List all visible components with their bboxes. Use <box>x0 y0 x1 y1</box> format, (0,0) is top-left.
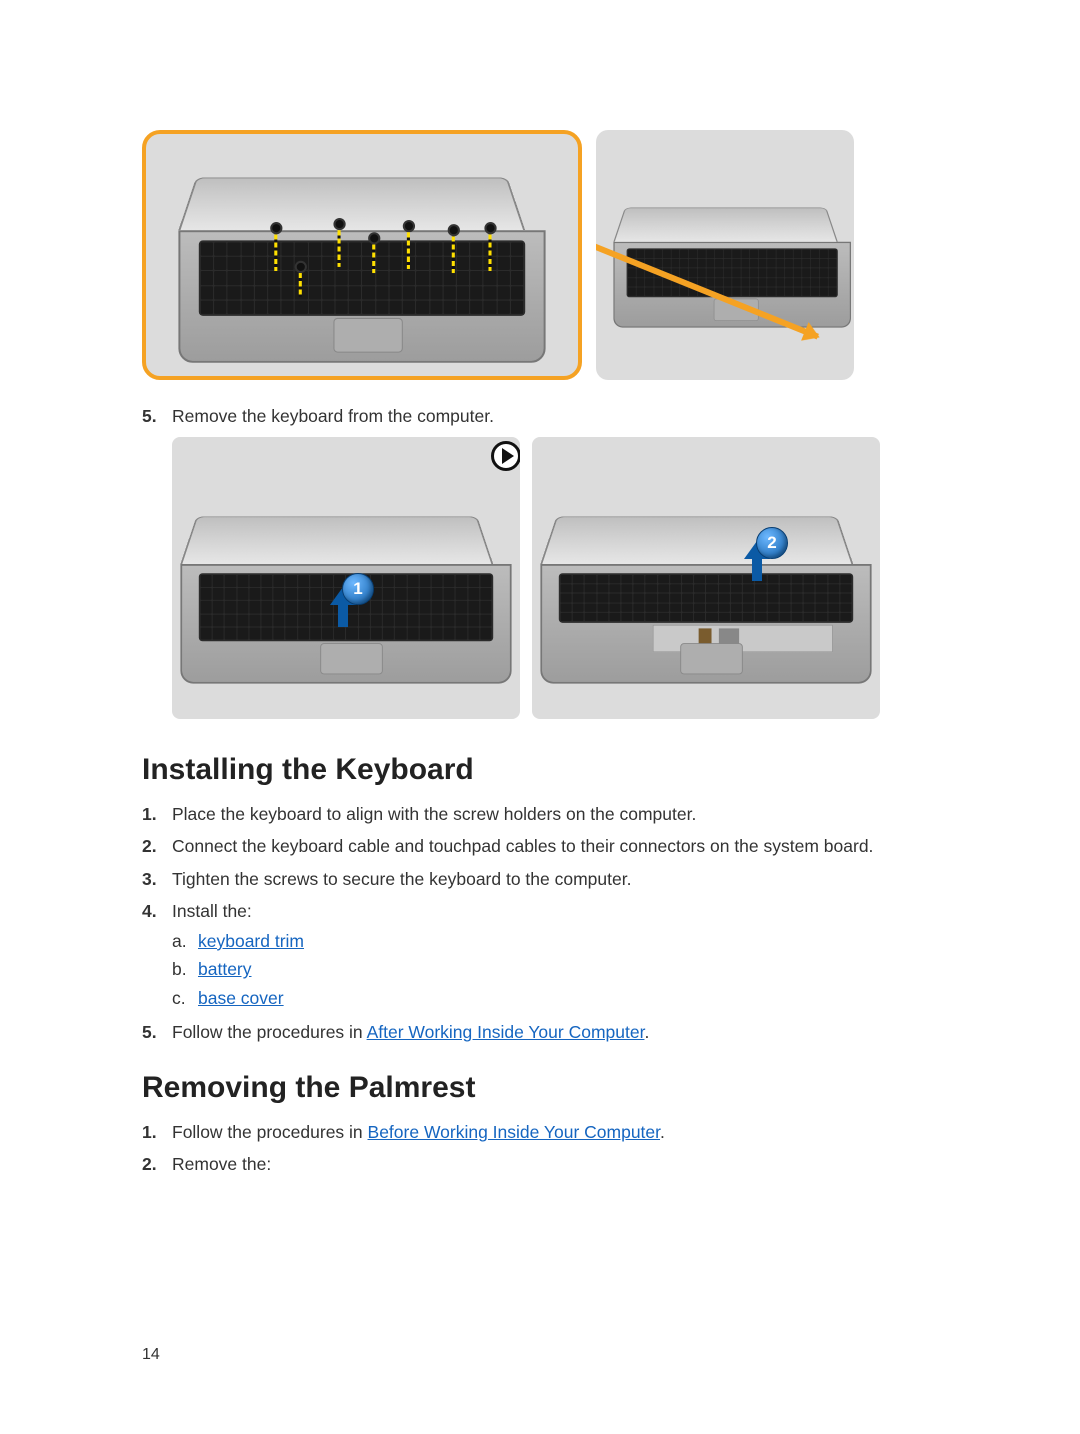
page-number: 14 <box>142 1346 160 1364</box>
step-5: 5. Remove the keyboard from the computer… <box>142 406 960 427</box>
figure-remove-step2: 2 <box>532 437 880 719</box>
list-number: 2. <box>142 833 172 859</box>
heading-removing-palmrest: Removing the Palmrest <box>142 1071 960 1105</box>
callout-1: 1 <box>342 573 374 605</box>
list-number: 4. <box>142 898 172 1013</box>
step-text: Follow the procedures in After Working I… <box>172 1019 649 1045</box>
heading-installing-keyboard: Installing the Keyboard <box>142 753 960 787</box>
sublist-item: c. base cover <box>172 985 960 1011</box>
list-number: 1. <box>142 1119 172 1145</box>
link-base-cover[interactable]: base cover <box>198 985 284 1011</box>
step-text: Tighten the screws to secure the keyboar… <box>172 866 631 892</box>
figure-remove-step1: 1 <box>172 437 520 719</box>
list-item: 3. Tighten the screws to secure the keyb… <box>142 866 960 892</box>
link-battery[interactable]: battery <box>198 956 252 982</box>
step-text: Connect the keyboard cable and touchpad … <box>172 833 873 859</box>
list-item: 2. Remove the: <box>142 1151 960 1177</box>
step-text: Install the: <box>172 901 252 921</box>
step-text: Remove the keyboard from the computer. <box>172 406 494 427</box>
install-sublist: a. keyboard trim b. battery c. base cove… <box>172 928 960 1011</box>
figure-keyboard-screws <box>142 130 582 380</box>
figure-row-remove: 1 <box>172 437 960 719</box>
keyboard-graphic <box>199 240 525 315</box>
sublist-letter: a. <box>172 928 198 954</box>
list-item: 1. Place the keyboard to align with the … <box>142 801 960 827</box>
callout-2: 2 <box>756 527 788 559</box>
list-item: 4. Install the: a. keyboard trim b. batt… <box>142 898 960 1013</box>
link-after-working[interactable]: After Working Inside Your Computer <box>367 1022 645 1042</box>
list-number: 2. <box>142 1151 172 1177</box>
text-fragment: Follow the procedures in <box>172 1022 367 1042</box>
sublist-item: a. keyboard trim <box>172 928 960 954</box>
list-item: 2. Connect the keyboard cable and touchp… <box>142 833 960 859</box>
list-item: 5. Follow the procedures in After Workin… <box>142 1019 960 1045</box>
step-text: Place the keyboard to align with the scr… <box>172 801 696 827</box>
list-number: 5. <box>142 406 172 427</box>
link-keyboard-trim[interactable]: keyboard trim <box>198 928 304 954</box>
sublist-item: b. battery <box>172 956 960 982</box>
list-number: 3. <box>142 866 172 892</box>
figure-keyboard-lift-arrow <box>596 130 854 380</box>
install-steps-list: 1. Place the keyboard to align with the … <box>142 801 960 1045</box>
sublist-letter: b. <box>172 956 198 982</box>
text-fragment: . <box>644 1022 649 1042</box>
sublist-letter: c. <box>172 985 198 1011</box>
play-icon <box>491 441 520 471</box>
text-fragment: Follow the procedures in <box>172 1122 368 1142</box>
palmrest-steps-list: 1. Follow the procedures in Before Worki… <box>142 1119 960 1178</box>
text-fragment: . <box>660 1122 665 1142</box>
link-before-working[interactable]: Before Working Inside Your Computer <box>368 1122 660 1142</box>
document-page: 5. Remove the keyboard from the computer… <box>0 0 1080 1434</box>
list-number: 1. <box>142 801 172 827</box>
step-text: Remove the: <box>172 1151 271 1177</box>
step-text: Follow the procedures in Before Working … <box>172 1119 665 1145</box>
list-number: 5. <box>142 1019 172 1045</box>
list-item: 1. Follow the procedures in Before Worki… <box>142 1119 960 1145</box>
figure-row-screws <box>142 130 960 380</box>
